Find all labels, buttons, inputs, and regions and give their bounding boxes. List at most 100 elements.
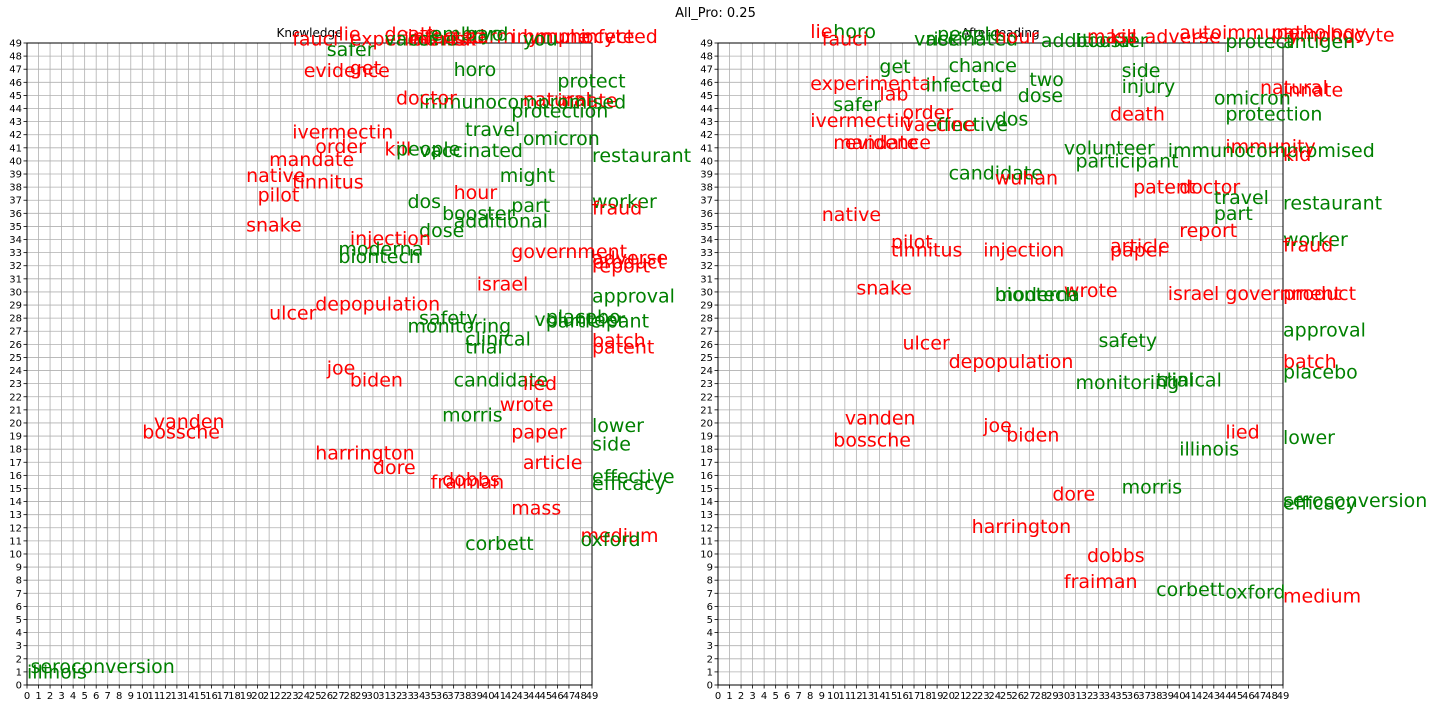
word-point: might bbox=[500, 165, 555, 187]
word-point: infected bbox=[408, 26, 485, 48]
y-tick-label: 35 bbox=[9, 222, 22, 233]
word-point: monitoring bbox=[408, 316, 512, 338]
word-point: moderna bbox=[995, 284, 1080, 306]
word-point: wrote bbox=[500, 394, 554, 416]
x-tick-label: 26 bbox=[1011, 691, 1024, 702]
y-tick-label: 11 bbox=[9, 536, 22, 547]
word-point: risk bbox=[926, 29, 960, 51]
y-tick-label: 24 bbox=[700, 366, 713, 377]
x-tick-label: 7 bbox=[105, 691, 111, 702]
word-point: experimental bbox=[350, 29, 476, 51]
x-tick-label: 3 bbox=[58, 691, 64, 702]
word-point: dobbs bbox=[1087, 545, 1145, 567]
word-point: evidence bbox=[304, 60, 390, 82]
word-point: product bbox=[1283, 283, 1356, 305]
y-tick-label: 49 bbox=[700, 39, 713, 50]
x-tick-label: 5 bbox=[81, 691, 87, 702]
word-point: risk bbox=[442, 29, 476, 51]
word-point: illinois bbox=[1179, 439, 1239, 461]
word-point: seroconversion bbox=[30, 656, 174, 678]
word-point: adverse bbox=[592, 247, 668, 269]
x-tick-label: 1 bbox=[726, 691, 732, 702]
word-point: medium bbox=[580, 525, 658, 547]
word-point: get bbox=[879, 56, 910, 78]
y-tick-label: 40 bbox=[9, 156, 22, 167]
word-point: lymphocyte bbox=[523, 26, 635, 48]
word-point: part bbox=[511, 195, 550, 217]
y-tick-label: 3 bbox=[707, 641, 713, 652]
y-tick-label: 13 bbox=[700, 510, 713, 521]
x-tick-label: 24 bbox=[297, 691, 310, 702]
word-point: restaurant bbox=[592, 145, 691, 167]
y-tick-label: 3 bbox=[16, 641, 22, 652]
y-tick-label: 2 bbox=[707, 654, 713, 665]
x-tick-label: 17 bbox=[217, 691, 230, 702]
word-point: immunity bbox=[1225, 136, 1315, 158]
word-point: kid bbox=[1283, 144, 1311, 166]
y-tick-label: 33 bbox=[700, 248, 713, 259]
x-tick-label: 18 bbox=[228, 691, 241, 702]
word-point: lied bbox=[1225, 422, 1259, 444]
word-point: bossche bbox=[833, 430, 911, 452]
word-point: clinical bbox=[1156, 369, 1222, 391]
figure-title: All_Pro: 0.25 bbox=[675, 6, 756, 21]
word-point: protect bbox=[1225, 31, 1293, 53]
word-point: natural bbox=[1260, 77, 1328, 99]
word-point: experimental bbox=[810, 73, 936, 95]
word-point: snake bbox=[246, 215, 302, 237]
y-tick-label: 17 bbox=[700, 458, 713, 469]
word-point: oxford bbox=[580, 529, 640, 551]
y-tick-label: 30 bbox=[9, 287, 22, 298]
x-tick-label: 44 bbox=[1219, 691, 1232, 702]
y-tick-label: 34 bbox=[700, 235, 713, 246]
x-tick-label: 40 bbox=[482, 691, 495, 702]
word-point: dose bbox=[1018, 85, 1063, 107]
x-tick-label: 34 bbox=[413, 691, 426, 702]
x-tick-label: 20 bbox=[942, 691, 955, 702]
y-tick-label: 27 bbox=[700, 327, 713, 338]
word-point: joe bbox=[326, 357, 356, 379]
x-tick-label: 12 bbox=[850, 691, 863, 702]
y-tick-label: 4 bbox=[707, 628, 713, 639]
word-point: antigen bbox=[1283, 31, 1355, 53]
word-point: vaccine bbox=[902, 114, 975, 136]
y-tick-label: 38 bbox=[700, 183, 713, 194]
x-tick-label: 29 bbox=[1046, 691, 1059, 702]
y-tick-label: 14 bbox=[9, 497, 22, 508]
word-point: pathology bbox=[1271, 22, 1366, 44]
x-tick-label: 16 bbox=[896, 691, 909, 702]
x-tick-label: 25 bbox=[309, 691, 322, 702]
word-point: effective bbox=[592, 466, 675, 488]
y-tick-label: 48 bbox=[700, 52, 713, 63]
x-tick-label: 32 bbox=[1081, 691, 1094, 702]
word-point: vanden bbox=[154, 411, 225, 433]
word-point: depopulation bbox=[949, 351, 1074, 373]
y-tick-label: 16 bbox=[700, 471, 713, 482]
x-tick-label: 14 bbox=[873, 691, 886, 702]
y-tick-label: 31 bbox=[9, 274, 22, 285]
word-point: volunteer bbox=[1064, 137, 1155, 159]
x-tick-label: 14 bbox=[182, 691, 195, 702]
x-tick-label: 48 bbox=[574, 691, 587, 702]
y-tick-label: 26 bbox=[9, 340, 22, 351]
word-point: trial bbox=[1156, 369, 1193, 391]
y-tick-label: 22 bbox=[9, 392, 22, 403]
word-point: death bbox=[384, 23, 439, 45]
word-point: article bbox=[1110, 236, 1170, 258]
word-point: immune bbox=[511, 26, 589, 48]
word-point: vaccinated bbox=[419, 140, 523, 162]
word-point: protection bbox=[1225, 103, 1322, 125]
word-point: chance bbox=[949, 55, 1017, 77]
x-tick-label: 49 bbox=[1277, 691, 1290, 702]
x-tick-label: 47 bbox=[563, 691, 576, 702]
word-point: lie bbox=[338, 23, 360, 45]
x-tick-label: 43 bbox=[516, 691, 529, 702]
x-tick-label: 46 bbox=[1242, 691, 1255, 702]
word-point: dore bbox=[1052, 483, 1095, 505]
x-tick-label: 28 bbox=[343, 691, 356, 702]
x-tick-label: 4 bbox=[70, 691, 76, 702]
x-tick-label: 47 bbox=[1254, 691, 1267, 702]
word-point: lower bbox=[592, 415, 644, 437]
word-point: hour bbox=[995, 26, 1039, 48]
y-tick-label: 19 bbox=[9, 432, 22, 443]
